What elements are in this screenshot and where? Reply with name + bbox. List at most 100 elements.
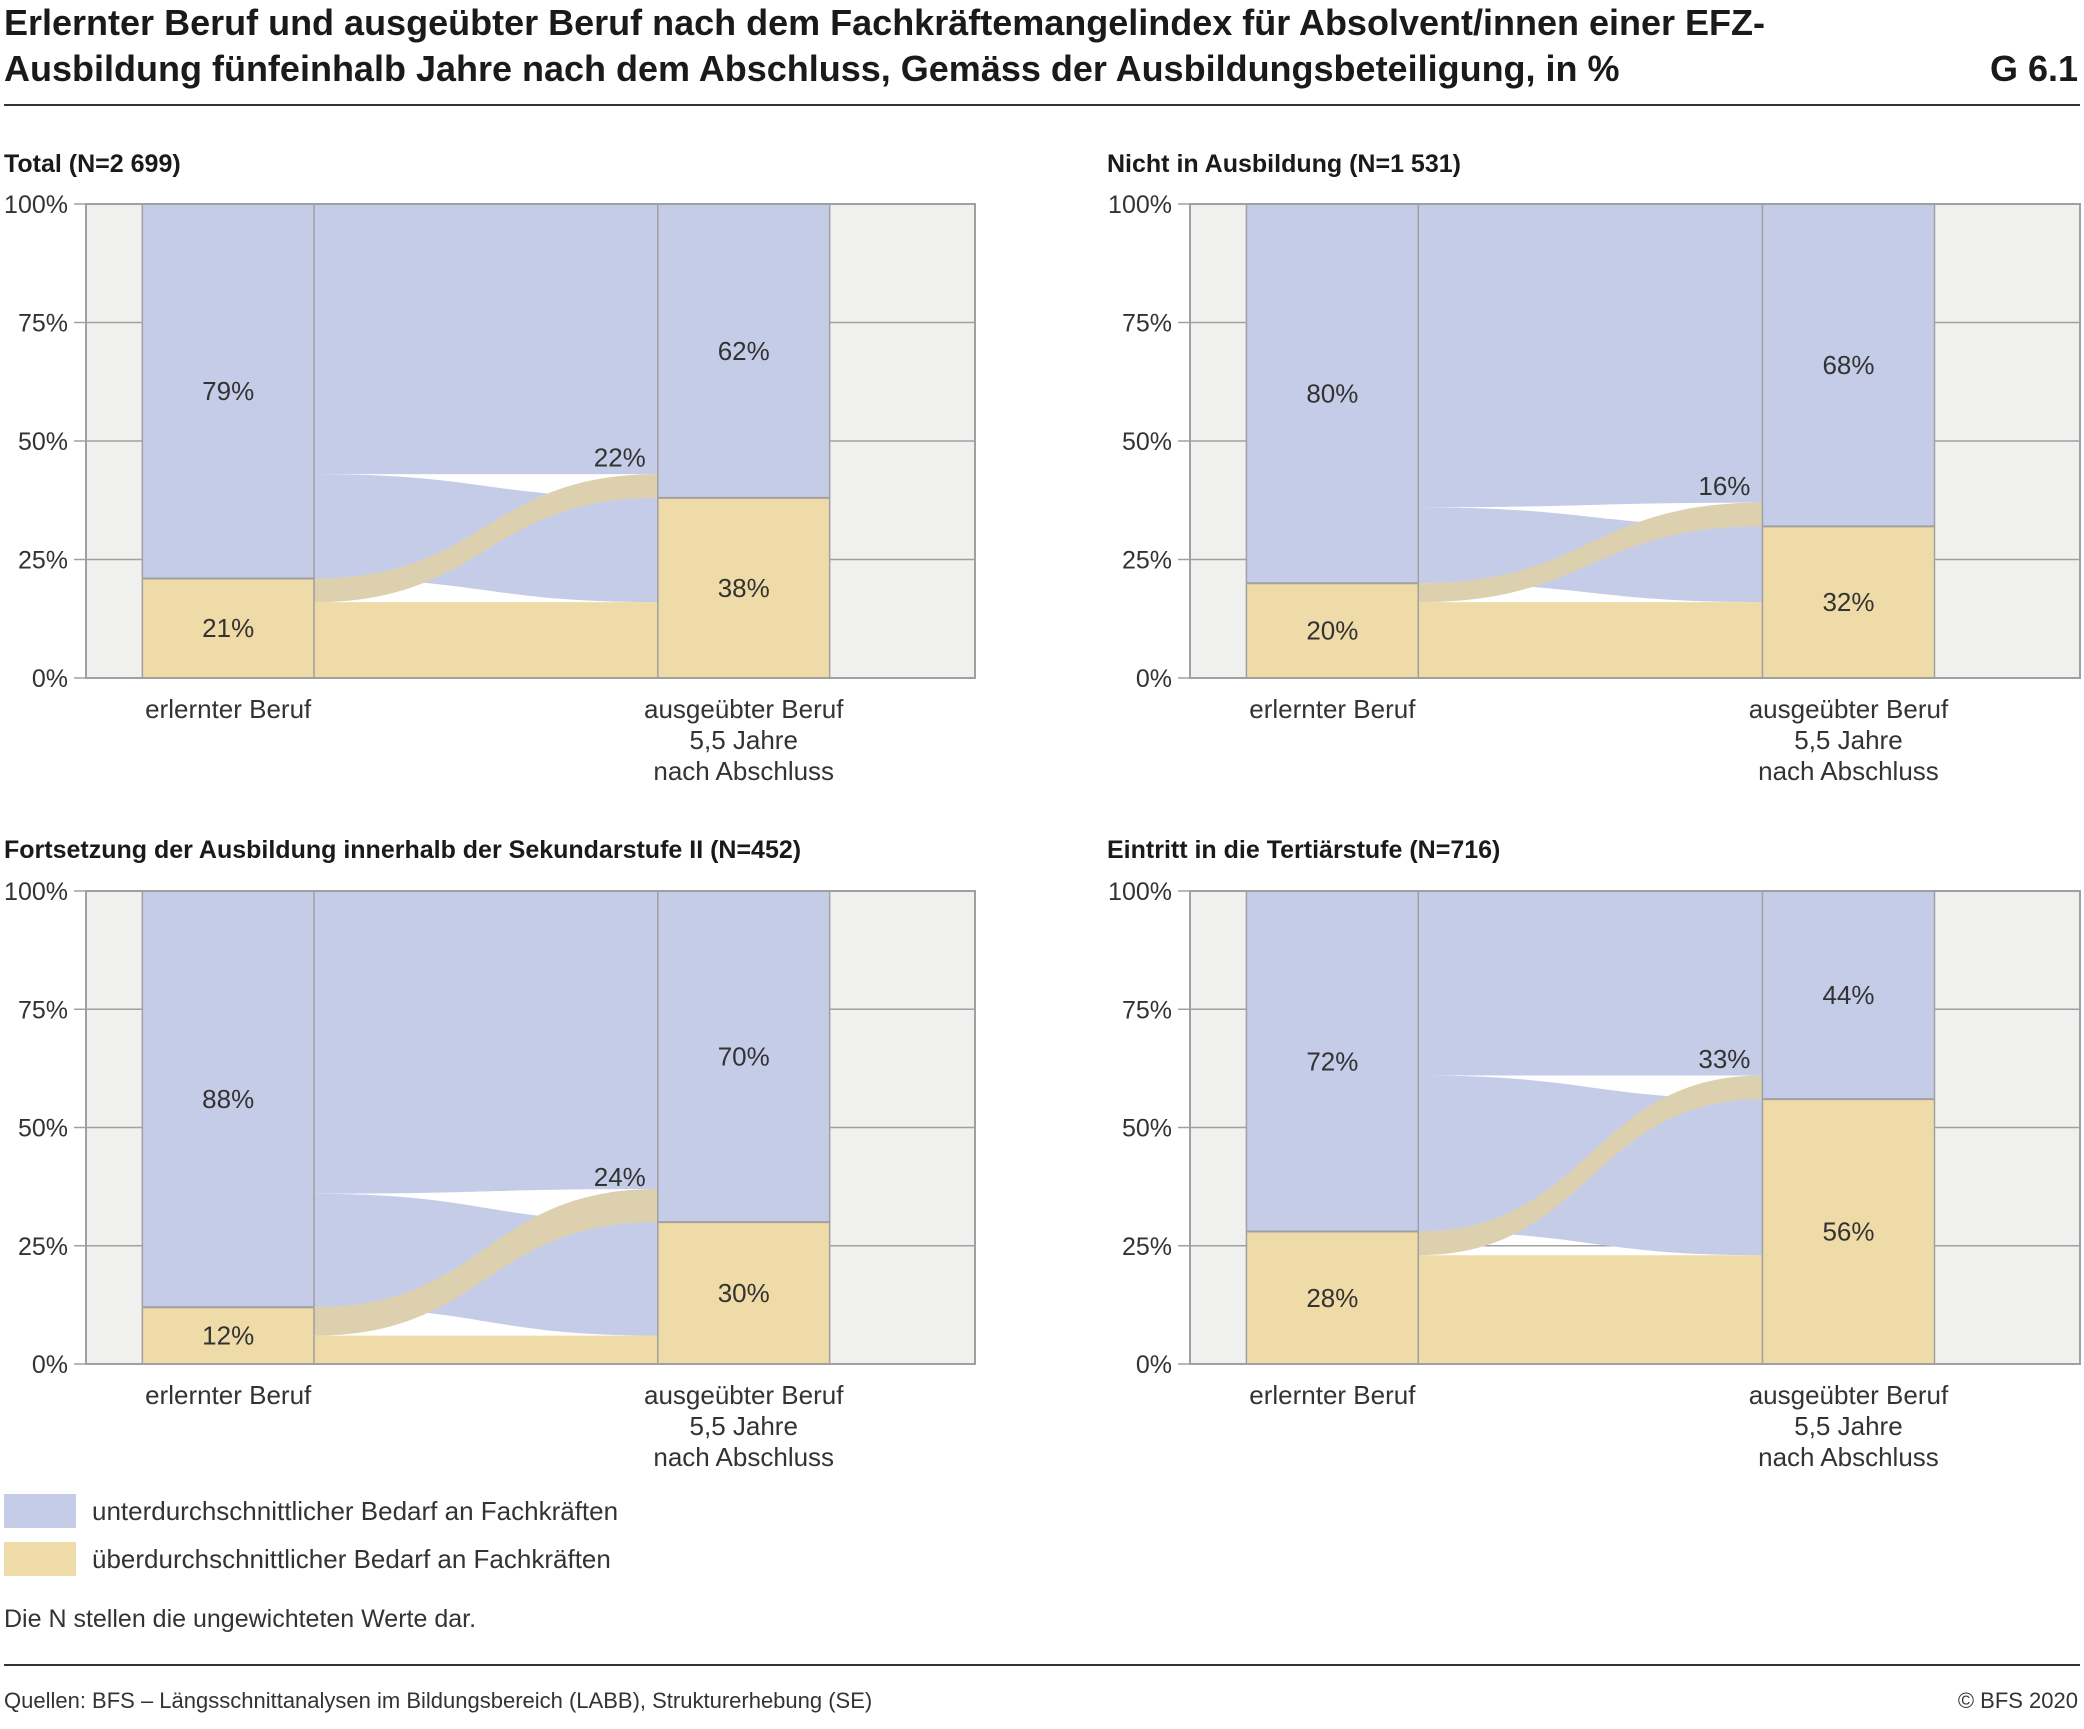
- data-label-start-below: 88%: [202, 1084, 254, 1114]
- bar-end-above: [1762, 1099, 1935, 1364]
- panel-title-total: Total (N=2 699): [4, 150, 181, 178]
- y-tick-label: 75%: [1122, 310, 1172, 338]
- data-label-end-below: 62%: [718, 336, 770, 366]
- data-label-start-above: 21%: [202, 613, 254, 643]
- y-tick-label: 25%: [18, 547, 68, 575]
- y-tick-label: 100%: [1108, 191, 1172, 219]
- panel-tertiaerstufe: 0% 25% 50% 75% 100% 72% 28% 44% 56% 33% erlernter …: [1108, 878, 2081, 1472]
- data-label-end-above: 32%: [1822, 587, 1874, 617]
- bar-start-above: [142, 1307, 315, 1364]
- data-label-start-below: 80%: [1306, 379, 1358, 409]
- source: Quellen: BFS – Längsschnittanalysen im B…: [4, 1688, 873, 1713]
- data-label-switch: 24%: [594, 1162, 646, 1192]
- plot-frame: [1189, 203, 2081, 679]
- bar-start-below: [142, 891, 315, 1308]
- x-category-label: nach Abschluss: [653, 1442, 834, 1472]
- flow-above-to-below: [1418, 502, 1763, 603]
- flow-crossing-shade: [314, 1188, 658, 1336]
- legend-swatch-below: [4, 1494, 76, 1528]
- y-tick-label: 75%: [1122, 996, 1172, 1024]
- bar-end-below: [657, 204, 830, 498]
- chart-title: Erlernter Beruf und ausgeübter Beruf nac…: [4, 2, 1765, 89]
- x-category-label: 5,5 Jahre: [690, 725, 798, 755]
- panel-title-sekundarstufe: Fortsetzung der Ausbildung innerhalb der…: [4, 836, 802, 864]
- data-label-end-above: 56%: [1822, 1217, 1874, 1247]
- bar-end-below: [657, 891, 830, 1223]
- y-tick-label: 0%: [32, 665, 68, 693]
- flow-above-to-above: [314, 602, 658, 678]
- data-label-start-above: 28%: [1306, 1283, 1358, 1313]
- data-label-end-above: 30%: [718, 1278, 770, 1308]
- bar-end-below: [1762, 891, 1935, 1100]
- x-category-label: nach Abschluss: [1758, 1442, 1939, 1472]
- x-category-label: nach Abschluss: [1758, 756, 1939, 786]
- plot-frame: [1189, 890, 2081, 1365]
- legend-swatch-above: [4, 1542, 76, 1576]
- y-tick-label: 50%: [18, 428, 68, 456]
- bar-start-above: [1246, 583, 1419, 678]
- data-label-switch: 16%: [1698, 471, 1750, 501]
- legend-item-above: überdurchschnittlicher Bedarf an Fachkrä…: [4, 1542, 904, 1578]
- x-category-label: ausgeübter Beruf: [1749, 694, 1949, 724]
- plot-frame: [85, 890, 976, 1365]
- bar-start-below: [1246, 204, 1419, 584]
- flow-crossing-shade: [1418, 1075, 1763, 1256]
- flow-above-to-below: [314, 1188, 658, 1336]
- x-category-label: erlernter Beruf: [1249, 694, 1416, 724]
- y-tick-label: 0%: [32, 1351, 68, 1379]
- flow-crossing-shade: [1418, 502, 1763, 603]
- bar-start-above: [1246, 1231, 1419, 1364]
- figure-code: G 6.1: [1989, 48, 2078, 89]
- x-category-label: erlernter Beruf: [145, 1380, 312, 1410]
- bar-end-above: [657, 497, 830, 678]
- header-rule: [4, 104, 2080, 106]
- flow-below-to-below: [314, 204, 658, 475]
- x-category-label: ausgeübter Beruf: [1749, 1380, 1949, 1410]
- data-label-end-above: 38%: [718, 573, 770, 603]
- legend-item-below: unterdurchschnittlicher Bedarf an Fachkr…: [4, 1494, 904, 1530]
- flow-above-to-below: [1418, 1075, 1763, 1256]
- y-tick-label: 75%: [18, 310, 68, 338]
- legend-label-above: überdurchschnittlicher Bedarf an Fachkrä…: [92, 1544, 611, 1574]
- flow-below-to-below: [1418, 204, 1763, 508]
- y-tick-label: 100%: [4, 191, 68, 219]
- y-tick-label: 50%: [1122, 1115, 1172, 1143]
- x-category-label: ausgeübter Beruf: [644, 1380, 844, 1410]
- bar-end-below: [1762, 204, 1935, 527]
- flow-crossing-shade: [314, 474, 658, 603]
- bar-end-above: [657, 1222, 830, 1364]
- data-label-switch: 22%: [594, 443, 646, 473]
- data-label-start-above: 12%: [202, 1321, 254, 1351]
- data-label-end-below: 44%: [1822, 980, 1874, 1010]
- panel-nicht-in-ausbildung: 0% 25% 50% 75% 100% 80% 20% 68% 32% 16% erlernter …: [1108, 191, 2081, 786]
- y-tick-label: 0%: [1136, 1351, 1172, 1379]
- data-label-end-below: 70%: [718, 1042, 770, 1072]
- x-category-label: erlernter Beruf: [145, 694, 312, 724]
- panel-total: 0% 25% 50% 75% 100% 79% 21% 62% 38% 22% erlernter …: [4, 191, 976, 786]
- panel-title-tertiaerstufe: Eintritt in die Tertiärstufe (N=716): [1107, 836, 1501, 864]
- flow-below-to-below: [314, 891, 658, 1194]
- y-tick-label: 50%: [18, 1115, 68, 1143]
- data-label-start-below: 79%: [202, 376, 254, 406]
- y-tick-label: 25%: [1122, 547, 1172, 575]
- x-category-label: erlernter Beruf: [1249, 1380, 1416, 1410]
- y-tick-label: 100%: [4, 878, 68, 906]
- data-label-switch: 33%: [1698, 1044, 1750, 1074]
- bar-start-below: [1246, 891, 1419, 1232]
- plot-frame: [85, 203, 976, 679]
- bar-start-above: [142, 578, 315, 678]
- x-category-label: ausgeübter Beruf: [644, 694, 844, 724]
- y-tick-label: 25%: [18, 1233, 68, 1261]
- flow-above-to-below: [314, 474, 658, 603]
- flow-below-to-below: [1418, 891, 1763, 1076]
- bar-start-below: [142, 204, 315, 579]
- copyright: © BFS 2020: [1957, 1688, 2078, 1713]
- y-tick-label: 75%: [18, 996, 68, 1024]
- legend-label-below: unterdurchschnittlicher Bedarf an Fachkr…: [92, 1496, 619, 1526]
- data-label-start-above: 20%: [1306, 616, 1358, 646]
- y-tick-label: 100%: [1108, 878, 1172, 906]
- x-category-label: nach Abschluss: [653, 756, 834, 786]
- note: Die N stellen die ungewichteten Werte da…: [4, 1605, 477, 1633]
- x-category-label: 5,5 Jahre: [1794, 1411, 1902, 1441]
